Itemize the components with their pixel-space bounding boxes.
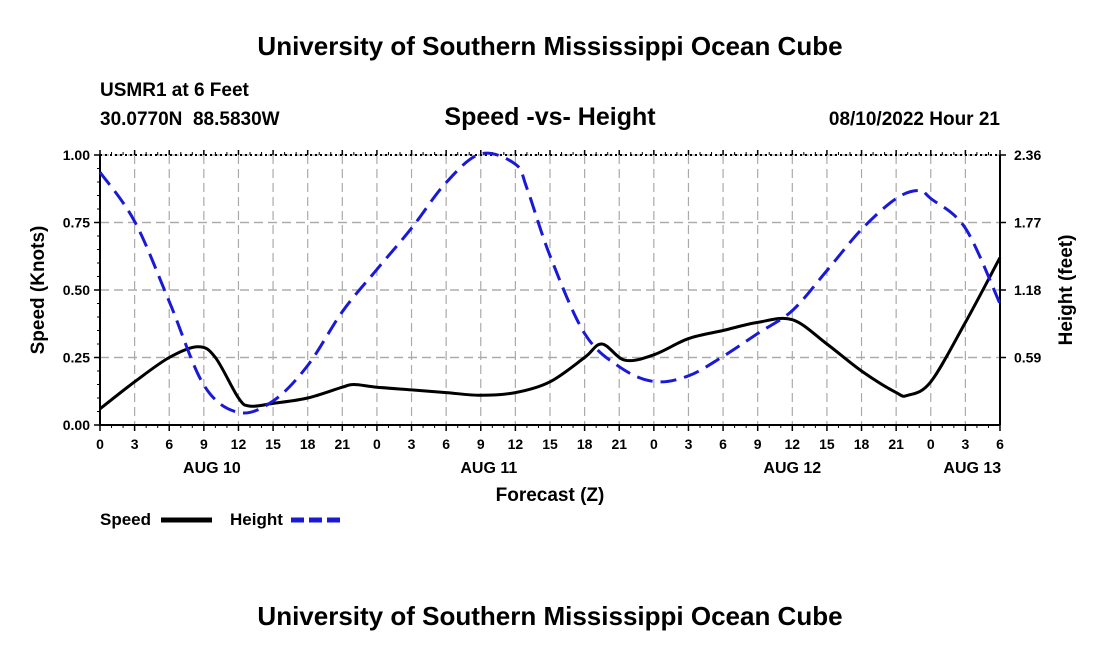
y-axis-label: Speed (Knots) [28,226,49,355]
legend: Speed Height [100,510,342,529]
x-tick-label: 6 [719,436,727,452]
y-tick-label: 0.50 [63,282,90,298]
x-tick-label: 21 [888,436,904,452]
y-tick-label: 0.00 [63,417,90,433]
x-tick-label: 3 [408,436,416,452]
y-tick-label: 0.25 [63,350,90,366]
x-tick-label: 9 [477,436,485,452]
top-title: University of Southern Mississippi Ocean… [257,31,842,61]
y-tick-label: 0.75 [63,215,90,231]
x-tick-label: 15 [542,436,558,452]
axes: 0 3 6 9 12 15 18 21 0 3 6 9 12 15 18 21 0 3 6 9 12 15 18 21 0 3 6 0… [63,147,1042,477]
x-tick-label: 3 [131,436,139,452]
legend-speed-label: Speed [100,510,151,529]
y-tick-label: 1.00 [63,147,90,163]
date-label: AUG 10 [183,460,241,477]
x-tick-label: 9 [200,436,208,452]
x-tick-label: 12 [785,436,801,452]
y2-tick-label: 1.18 [1014,282,1041,298]
y2-tick-label: 0.59 [1014,350,1041,366]
x-tick-label: 0 [650,436,658,452]
x-tick-label: 12 [231,436,247,452]
x-tick-label: 15 [265,436,281,452]
legend-height-label: Height [230,510,283,529]
x-tick-label: 18 [300,436,316,452]
x-tick-label: 21 [611,436,627,452]
date-label: AUG 13 [943,460,1001,477]
station-coords: 30.0770N 88.5830W [100,109,280,130]
bottom-title: University of Southern Mississippi Ocean… [257,601,842,631]
x-tick-label: 12 [508,436,524,452]
x-tick-label: 3 [961,436,969,452]
x-tick-label: 18 [577,436,593,452]
x-tick-label: 0 [373,436,381,452]
y2-tick-label: 1.77 [1014,215,1041,231]
grid-lines [100,154,1000,425]
date-label: AUG 11 [460,460,517,477]
speed-series-line [99,256,1002,410]
x-tick-label: 0 [96,436,104,452]
y2-tick-label: 2.36 [1014,147,1041,163]
x-tick-label: 3 [685,436,693,452]
x-tick-label: 6 [996,436,1004,452]
x-tick-label: 21 [335,436,351,452]
x-tick-label: 6 [442,436,450,452]
forecast-datetime: 08/10/2022 Hour 21 [829,109,1001,130]
station-label: USMR1 at 6 Feet [100,80,250,101]
series-lines [98,151,1002,415]
x-tick-label: 18 [854,436,870,452]
y2-axis-label: Height (feet) [1056,235,1077,346]
chart-title: Speed -vs- Height [444,103,656,131]
x-axis-label: Forecast (Z) [496,485,605,506]
x-tick-label: 0 [927,436,935,452]
x-tick-label: 15 [819,436,835,452]
x-tick-label: 9 [754,436,762,452]
date-label: AUG 12 [763,460,821,477]
height-series-line [98,151,1002,415]
x-tick-label: 6 [165,436,173,452]
